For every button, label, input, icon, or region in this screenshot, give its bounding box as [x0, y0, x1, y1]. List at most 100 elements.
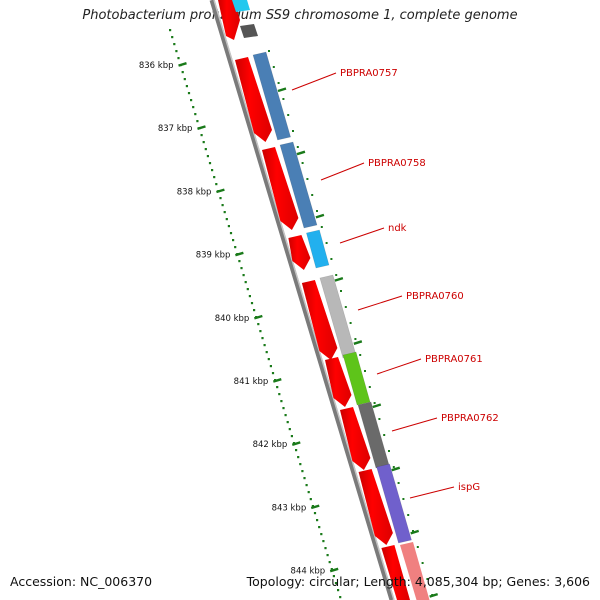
outer-ruler-dot	[421, 562, 424, 564]
ruler-dot	[225, 218, 228, 221]
kbp-tick-label: 839 kbp	[196, 251, 231, 261]
ruler-dot	[307, 491, 310, 494]
ruler-dot	[206, 155, 209, 158]
bottom-partial-red-arrow	[381, 545, 410, 600]
ruler-dot	[223, 211, 226, 214]
ruler-dot	[330, 568, 333, 571]
outer-ruler-dot	[306, 178, 309, 180]
kbp-major-tick	[197, 125, 206, 130]
outer-major-tick	[277, 87, 287, 93]
ruler-dot	[219, 197, 222, 200]
gene-leader-line	[339, 227, 385, 244]
gene-strand-arrow[interactable]	[235, 57, 272, 142]
gene-strand-arrow[interactable]	[301, 280, 338, 360]
outer-ruler-dot	[268, 50, 270, 52]
top-partial-dark-block	[240, 24, 258, 38]
ruler-dot	[238, 260, 241, 263]
gene-cog-block[interactable]	[376, 463, 412, 544]
outer-ruler-dot	[287, 114, 290, 116]
ruler-dot	[324, 547, 327, 550]
ruler-dot	[322, 540, 325, 543]
gene-cog-block[interactable]	[306, 229, 330, 269]
gene-label[interactable]: PBPRA0758	[368, 158, 426, 169]
ruler-dot	[234, 246, 237, 249]
ruler-dot	[318, 526, 321, 529]
ruler-dot	[208, 162, 212, 165]
kbp-major-tick	[291, 441, 301, 446]
ruler-dot	[248, 295, 251, 298]
genome-summary-text: Topology: circular; Length: 4,085,304 bp…	[246, 574, 590, 589]
gene-cog-block[interactable]	[342, 351, 371, 406]
outer-major-tick	[315, 213, 325, 219]
ruler-dot	[301, 470, 304, 473]
outer-ruler-dot	[349, 322, 352, 324]
ruler-dot	[194, 113, 197, 116]
outer-ruler-dot	[320, 226, 323, 228]
ruler-dot	[169, 29, 172, 32]
ruler-dot	[242, 274, 245, 277]
outer-ruler-dot	[373, 402, 376, 404]
ruler-dot	[311, 505, 314, 508]
ruler-dot	[257, 323, 260, 326]
gene-label[interactable]: ndk	[388, 223, 407, 234]
gene-label[interactable]: ispG	[458, 482, 480, 493]
gene-cog-block[interactable]	[252, 51, 291, 141]
ruler-dot	[253, 309, 256, 312]
outer-ruler-dot	[335, 274, 338, 276]
ruler-dot	[299, 463, 302, 466]
ruler-dot	[337, 589, 340, 592]
ruler-dot	[276, 386, 279, 389]
ruler-dot	[297, 456, 300, 459]
gene-label[interactable]: PBPRA0761	[425, 354, 483, 365]
kbp-tick-label: 843 kbp	[272, 503, 307, 513]
accession-text: Accession: NC_006370	[10, 574, 153, 589]
ruler-dot	[290, 435, 293, 438]
backbone-line	[209, 0, 395, 600]
gene-cog-block[interactable]	[279, 141, 318, 229]
backbone-highlight	[213, 0, 395, 600]
outer-ruler-dot	[407, 514, 410, 516]
ruler-dot	[267, 358, 270, 361]
ruler-dot	[305, 484, 308, 487]
gene-leader-line	[376, 358, 422, 375]
kbp-major-tick	[235, 251, 244, 257]
outer-ruler-dot	[431, 594, 434, 596]
outer-major-tick	[429, 592, 439, 598]
ruler-dot	[244, 281, 247, 284]
kbp-major-tick	[310, 504, 320, 510]
map-title: Photobacterium profundum SS9 chromosome …	[82, 8, 518, 23]
ruler-dot	[202, 141, 205, 144]
ruler-dot	[227, 225, 230, 228]
ruler-dot	[250, 302, 254, 305]
outer-ruler-dot	[388, 450, 390, 452]
ruler-dot	[332, 575, 335, 578]
gene-label[interactable]: PBPRA0762	[441, 413, 499, 424]
gene-strand-arrow[interactable]	[288, 235, 311, 270]
kbp-major-tick	[272, 378, 282, 383]
kbp-major-tick	[216, 188, 225, 194]
outer-major-tick	[353, 340, 363, 345]
gene-strand-arrow[interactable]	[340, 407, 371, 470]
outer-major-tick	[372, 403, 382, 409]
outer-ruler-dot	[378, 418, 381, 420]
gene-strand-arrow[interactable]	[325, 357, 352, 407]
gene-label[interactable]: PBPRA0757	[340, 68, 398, 79]
outer-ruler-dot	[292, 130, 294, 132]
gene-strand-arrow[interactable]	[262, 147, 299, 230]
gene-label[interactable]: PBPRA0760	[406, 291, 464, 302]
outer-major-tick	[296, 150, 306, 156]
gene-label-layer: PBPRA0757 PBPRA0758 ndk PBPRA0760 PBPRA0761 P…	[291, 68, 499, 499]
ruler-dot	[261, 337, 264, 340]
ruler-dot	[177, 57, 180, 60]
ruler-dot	[284, 414, 287, 417]
gene-strand-arrow[interactable]	[358, 469, 393, 545]
kbp-tick-label: 844 kbp	[291, 567, 326, 577]
ruler-dot	[246, 288, 249, 291]
ruler-dot	[309, 498, 312, 501]
kbp-major-tick	[253, 314, 263, 320]
ruler-dot	[280, 400, 283, 403]
ruler-dot	[183, 78, 186, 81]
gene-leader-line	[409, 486, 455, 499]
ruler-dot	[221, 204, 224, 207]
